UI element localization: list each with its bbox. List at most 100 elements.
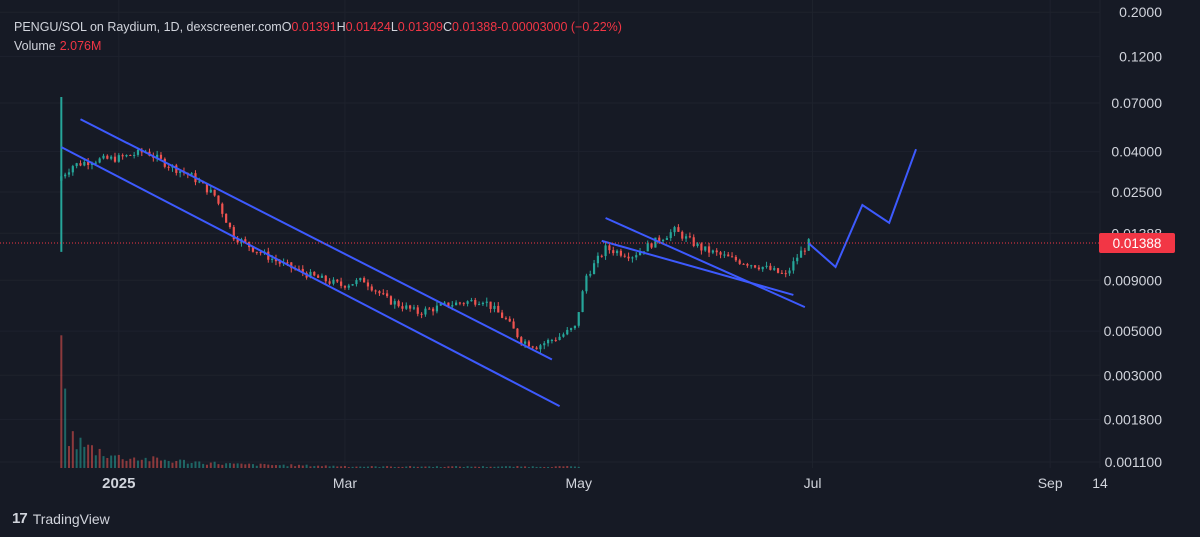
candle-body — [769, 265, 772, 270]
volume-bar — [106, 457, 109, 468]
volume-bar — [481, 466, 484, 468]
volume-bar — [194, 461, 197, 468]
trendline — [605, 217, 806, 309]
volume-bar — [267, 464, 270, 468]
candle-body — [803, 250, 806, 252]
candle-body — [650, 243, 653, 248]
volume-bar — [317, 465, 320, 468]
candle-body — [688, 236, 691, 238]
candle-body — [546, 339, 550, 344]
volume-bar — [328, 466, 331, 468]
volume-bar — [562, 466, 565, 468]
candle-body — [328, 281, 331, 284]
candle-body — [723, 254, 726, 256]
volume-bar — [278, 465, 281, 468]
x-tick-label: 2025 — [102, 475, 135, 492]
volume-bar — [577, 466, 580, 468]
candle-body — [343, 285, 347, 288]
candle-body — [485, 301, 488, 303]
volume-bar — [255, 465, 258, 468]
volume-bar — [186, 463, 189, 468]
candle-body — [719, 252, 722, 255]
y-tick-label: 0.005000 — [1104, 323, 1163, 339]
candle-body — [347, 285, 350, 288]
candle-body — [156, 154, 159, 158]
volume-bar — [274, 465, 277, 468]
close-key: C — [442, 20, 453, 34]
candle-body — [458, 302, 462, 304]
candle-body — [696, 243, 699, 246]
volume-bar — [359, 466, 362, 468]
volume-bar — [320, 466, 323, 468]
candle-body — [297, 268, 301, 270]
candle-body — [531, 346, 534, 348]
candle-body — [523, 341, 527, 344]
y-tick-label: 0.04000 — [1111, 143, 1162, 159]
candle-body — [684, 236, 688, 239]
y-axis[interactable]: 0.20000.12000.070000.040000.025000.01388… — [1104, 4, 1163, 470]
candle-body — [443, 302, 446, 304]
volume-bar — [462, 467, 465, 468]
volume-bar — [136, 460, 139, 468]
candle-body — [301, 268, 304, 273]
symbol-title: PENGU/SOL on Raydium, 1D, dexscreener.co… — [14, 20, 282, 34]
volume-bar — [363, 466, 366, 468]
candle-body — [665, 238, 668, 240]
candle-body — [125, 154, 128, 157]
volume-bar — [67, 446, 70, 468]
volume-bar — [550, 467, 553, 468]
volume-bars — [60, 335, 580, 468]
volume-bar — [213, 461, 216, 468]
candle-body — [727, 254, 730, 257]
candle-body — [389, 296, 393, 305]
volume-bar — [156, 457, 159, 468]
volume-bar — [558, 466, 561, 468]
volume-bar — [478, 466, 481, 468]
candle-body — [761, 266, 764, 270]
trend-annotations — [60, 118, 917, 407]
candle-body — [324, 275, 327, 282]
volume-bar — [221, 464, 224, 468]
candle-body — [753, 265, 757, 268]
y-tick-label: 0.07000 — [1111, 95, 1162, 111]
volume-bar — [232, 463, 235, 468]
candle-body — [420, 313, 423, 315]
candle-body — [274, 258, 278, 262]
candle-body — [435, 305, 439, 312]
volume-bar — [554, 466, 557, 468]
volume-bar — [397, 466, 400, 468]
volume-bar — [263, 464, 266, 468]
volume-bar — [144, 457, 147, 468]
candle-body — [133, 154, 136, 156]
candle-body — [102, 155, 105, 159]
volume-bar — [432, 467, 435, 468]
volume-bar — [175, 460, 178, 468]
volume-bar — [240, 463, 243, 468]
volume-bar — [508, 466, 511, 468]
volume-bar — [148, 461, 151, 468]
close-value: 0.01388 — [452, 20, 498, 34]
candle-body — [493, 305, 496, 309]
candle-body — [661, 239, 665, 242]
candle-body — [704, 246, 707, 251]
volume-bar — [190, 462, 193, 468]
candle-body — [615, 250, 619, 254]
trendline — [80, 118, 553, 361]
candle-body — [110, 156, 113, 159]
candle-body — [75, 163, 78, 167]
candle-body — [638, 251, 642, 256]
volume-bar — [179, 459, 182, 468]
candle-body — [213, 189, 216, 196]
volume-bar — [378, 467, 381, 468]
x-axis[interactable]: 2025 Mar May Jul Sep 14 — [102, 475, 1108, 492]
volume-bar — [282, 464, 285, 468]
candle-body — [681, 231, 684, 239]
candle-body — [355, 280, 358, 285]
y-tick-label: 0.2000 — [1119, 4, 1162, 20]
tradingview-branding[interactable]: 17 TradingView — [12, 510, 110, 527]
volume-bar — [501, 466, 504, 468]
volume-bar — [60, 335, 63, 468]
volume-bar — [110, 455, 113, 468]
volume-bar — [94, 455, 97, 468]
